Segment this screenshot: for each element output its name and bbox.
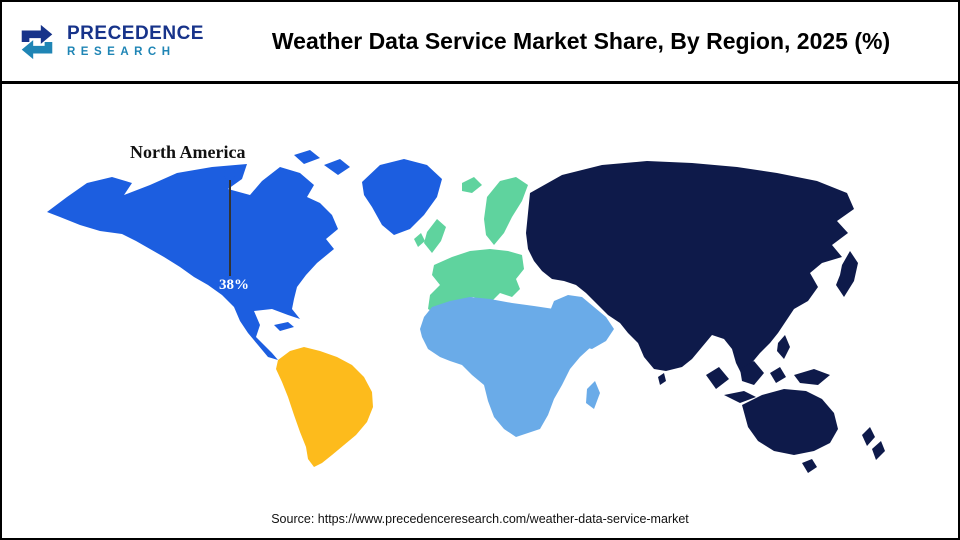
region-middle-east-africa bbox=[420, 295, 614, 437]
ireland bbox=[414, 233, 425, 247]
arctic-islands bbox=[294, 150, 350, 175]
sri-lanka bbox=[658, 373, 666, 385]
java bbox=[724, 391, 756, 403]
new-guinea bbox=[794, 369, 830, 385]
region-north-america bbox=[47, 150, 442, 360]
sulawesi bbox=[770, 367, 786, 383]
philippines bbox=[777, 335, 790, 359]
scandinavia bbox=[484, 177, 528, 245]
madagascar bbox=[586, 381, 600, 409]
header: PRECEDENCE RESEARCH Weather Data Service… bbox=[2, 2, 958, 84]
region-south-america bbox=[276, 347, 373, 467]
greenland bbox=[362, 159, 442, 235]
europe-mainland bbox=[428, 249, 524, 317]
precedence-research-logo: PRECEDENCE RESEARCH bbox=[16, 19, 224, 65]
asia-mainland bbox=[526, 161, 854, 375]
chart-title: Weather Data Service Market Share, By Re… bbox=[271, 28, 891, 55]
united-kingdom bbox=[424, 219, 446, 253]
logo-wordmark-secondary: RESEARCH bbox=[67, 46, 176, 59]
callout-line bbox=[229, 180, 231, 276]
new-zealand bbox=[862, 427, 885, 460]
callout-value-label: 38% bbox=[219, 277, 249, 293]
japan bbox=[836, 251, 858, 297]
logo-arrow-bottom bbox=[21, 39, 53, 59]
world-map-area: North America 38% Source: https://www.pr… bbox=[2, 84, 958, 538]
arabian-peninsula bbox=[550, 295, 614, 349]
logo-wordmark-primary: PRECEDENCE bbox=[67, 23, 204, 45]
logo-text: PRECEDENCE RESEARCH bbox=[67, 24, 204, 59]
borneo bbox=[740, 361, 764, 385]
logo-icon bbox=[21, 24, 53, 59]
logo-arrow-top bbox=[21, 24, 53, 44]
callout-dot bbox=[224, 169, 235, 180]
source-text: Source: https://www.precedenceresearch.c… bbox=[271, 512, 689, 526]
south-america-mainland bbox=[276, 347, 373, 467]
region-asia-pacific bbox=[526, 161, 885, 473]
tasmania bbox=[802, 459, 817, 473]
region-europe bbox=[414, 177, 528, 317]
africa-mainland bbox=[420, 297, 592, 437]
cuba bbox=[274, 322, 294, 331]
sumatra bbox=[706, 367, 729, 389]
iceland bbox=[462, 177, 482, 193]
north-america-mainland bbox=[47, 164, 338, 360]
world-map bbox=[47, 150, 885, 473]
callout-region-label: North America bbox=[130, 142, 246, 162]
australia bbox=[742, 389, 838, 455]
